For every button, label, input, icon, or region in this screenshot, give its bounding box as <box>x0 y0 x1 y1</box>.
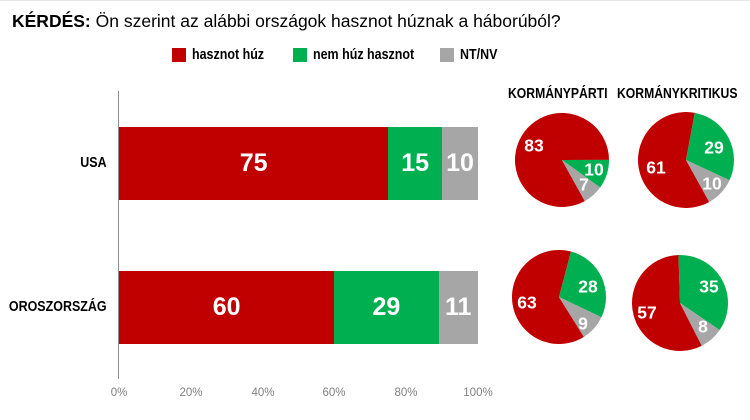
pie-label-gray: 8 <box>698 316 708 337</box>
x-tick: 0% <box>110 387 128 399</box>
legend-swatch-red <box>172 48 186 62</box>
bar-usa: 75 15 10 <box>119 127 478 200</box>
bar-segment-hasznot-huz: 75 <box>119 127 389 200</box>
pie-label-gray: 9 <box>578 313 588 334</box>
pie-label-red: 63 <box>517 292 537 313</box>
pie-header-kormanykritikus: KORMÁNYKRITIKUS <box>617 86 738 102</box>
legend-item-nem-huz-hasznot: nem húz hasznot <box>293 46 431 64</box>
pie-header-kormanyparti: KORMÁNYPÁRTI <box>508 86 608 102</box>
bar-segment-nem-huz-hasznot: 29 <box>334 271 439 344</box>
legend-swatch-green <box>293 48 307 62</box>
pie-label-green: 10 <box>584 159 604 180</box>
chart-title: KÉRDÉS: Ön szerint az alábbi országok ha… <box>12 11 561 32</box>
pie-label-red: 61 <box>646 157 666 178</box>
pie-label-gray: 10 <box>702 173 722 194</box>
legend-label: NT/NV <box>460 47 498 63</box>
x-tick: 60% <box>322 387 346 399</box>
bar-segment-hasznot-huz: 60 <box>119 271 335 344</box>
row-label-usa: USA <box>80 155 107 171</box>
legend-swatch-gray <box>440 48 454 62</box>
x-tick: 40% <box>251 387 275 399</box>
row-label-oroszorszag: OROSZORSZÁG <box>9 299 107 315</box>
x-tick: 100% <box>463 387 493 399</box>
bar-segment-nt-nv: 10 <box>442 127 478 200</box>
bar-segment-nem-huz-hasznot: 15 <box>388 127 443 200</box>
x-tick: 80% <box>394 387 418 399</box>
title-prefix: KÉRDÉS: <box>12 11 91 31</box>
legend-label: nem húz hasznot <box>313 47 415 63</box>
category-axis-line <box>118 91 119 379</box>
x-tick: 20% <box>179 387 203 399</box>
pie-label-green: 35 <box>699 276 719 297</box>
top-border <box>0 0 750 1</box>
pie-label-green: 28 <box>578 276 598 297</box>
title-question: Ön szerint az alábbi országok hasznot hú… <box>90 11 561 31</box>
legend-item-nt-nv: NT/NV <box>440 46 504 64</box>
pie-label-green: 29 <box>704 137 724 158</box>
pie-label-red: 83 <box>524 135 544 156</box>
bar-segment-nt-nv: 11 <box>438 271 478 344</box>
legend-item-hasznot-huz: hasznot húz <box>172 46 276 64</box>
pie-label-gray: 7 <box>579 174 589 195</box>
legend-label: hasznot húz <box>192 47 265 63</box>
bar-oroszorszag: 60 29 11 <box>119 271 478 344</box>
pie-label-red: 57 <box>637 302 657 323</box>
